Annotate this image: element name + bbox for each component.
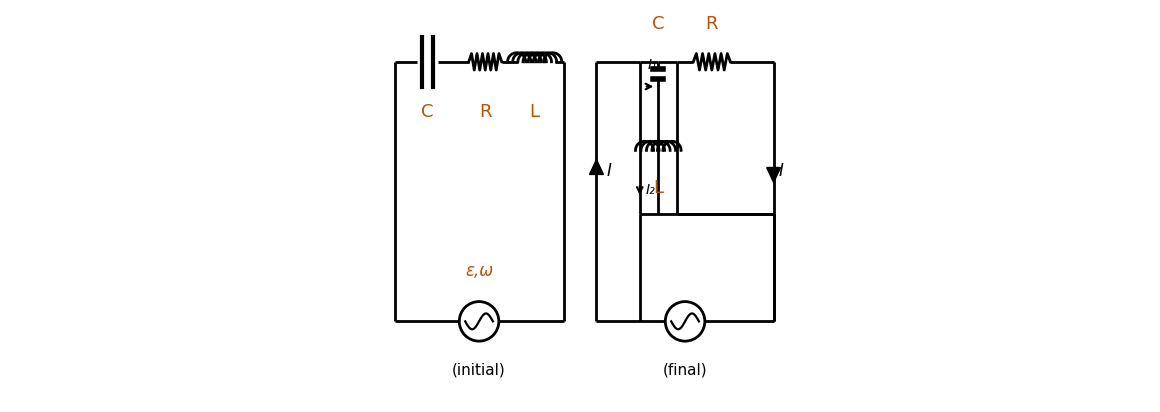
Text: I₁: I₁ (648, 58, 658, 72)
Text: ε,ω: ε,ω (465, 262, 493, 280)
Text: L: L (530, 103, 539, 121)
Polygon shape (767, 168, 781, 183)
Text: C: C (652, 15, 665, 33)
Text: C: C (421, 103, 434, 121)
Text: (initial): (initial) (452, 363, 506, 377)
Text: L: L (653, 179, 664, 197)
Text: I₂: I₂ (646, 183, 655, 197)
Text: (final): (final) (662, 363, 708, 377)
Polygon shape (589, 159, 603, 174)
Text: R: R (705, 15, 718, 33)
Text: I: I (607, 162, 611, 180)
Text: I: I (778, 162, 783, 180)
Text: R: R (479, 103, 492, 121)
